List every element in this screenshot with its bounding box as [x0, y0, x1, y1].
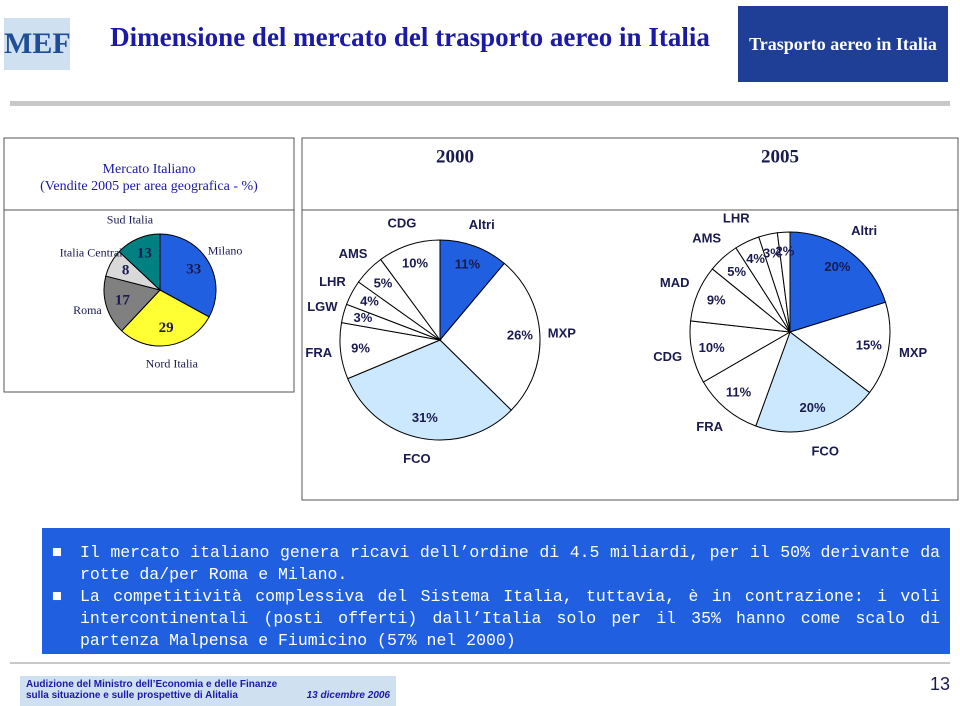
category-label: Nord Italia — [146, 356, 199, 370]
pie-slice — [159, 233, 217, 318]
divider — [10, 101, 950, 106]
data-label: 9% — [351, 340, 370, 355]
data-label: 11% — [726, 385, 752, 400]
logo: MEF — [4, 18, 71, 70]
data-label: 20% — [800, 400, 826, 415]
data-label: 8 — [122, 263, 130, 279]
pie-slice — [103, 275, 161, 332]
data-label: 3% — [353, 310, 372, 325]
data-label: 10% — [699, 340, 725, 355]
data-label: 3% — [763, 245, 782, 260]
chart-subtitle: (Vendite 2005 per area geografica - %) — [40, 179, 258, 194]
category-label: CDG — [653, 349, 682, 364]
category-label: FCO — [811, 443, 838, 458]
footer-line: Audizione del Ministro dell’Economia e d… — [26, 679, 278, 690]
pie-slice — [755, 331, 871, 433]
charts: Mercato Italiano (Vendite 2005 per area g… — [3, 137, 959, 501]
bullet-text: La competitività complessiva del Sistema… — [80, 587, 940, 650]
data-label: 4% — [360, 294, 379, 309]
data-label: 9% — [707, 293, 726, 308]
data-label: 29 — [159, 320, 174, 336]
pie-slice — [439, 262, 541, 411]
chart-title: 2000 — [436, 146, 474, 167]
pie-slice — [347, 339, 512, 441]
category-label: Sud Italia — [107, 212, 154, 226]
data-label: 10% — [402, 255, 428, 270]
slide-title: Dimensione del mercato del trasporto aer… — [110, 22, 710, 52]
category-label: LHR — [723, 211, 750, 226]
data-label: 15% — [856, 337, 882, 352]
footer-row: sulla situazione e sulle prospettive di … — [26, 690, 390, 701]
footer-line: sulla situazione e sulle prospettive di … — [26, 690, 238, 701]
data-label: 5% — [374, 275, 393, 290]
category-label: CDG — [387, 216, 416, 231]
category-label: AMS — [692, 230, 721, 245]
data-label: 31% — [412, 410, 438, 425]
section-box: Trasporto aereo in Italia — [738, 6, 948, 82]
category-label: Altri — [851, 223, 877, 238]
data-label: 33 — [186, 261, 201, 277]
category-label: Roma — [73, 303, 102, 317]
footer-date: 13 dicembre 2006 — [306, 690, 390, 701]
category-label: MXP — [548, 326, 577, 341]
chart-title: 2005 — [761, 146, 799, 167]
category-label: Altri — [469, 217, 495, 232]
pie-slice — [788, 301, 891, 394]
pie-slice — [120, 289, 210, 347]
pie-slice — [789, 231, 887, 333]
category-label: FCO — [403, 451, 430, 466]
category-label: FRA — [305, 345, 332, 360]
data-label: 11% — [455, 256, 481, 271]
category-label: AMS — [339, 246, 368, 261]
pie-slice — [439, 239, 505, 342]
pie-slice — [776, 231, 791, 333]
category-label: LHR — [319, 274, 346, 289]
data-label: 4% — [746, 251, 765, 266]
divider — [10, 662, 950, 664]
pie-slice — [118, 233, 161, 292]
bullet: ■ Il mercato italiano genera ricavi dell’… — [52, 543, 940, 584]
pie-slice — [702, 330, 791, 427]
data-label: 17 — [115, 292, 131, 308]
chart-title: Mercato Italiano — [103, 162, 196, 177]
data-label: 5% — [727, 264, 746, 279]
data-label: 13 — [137, 245, 152, 261]
category-label: FRA — [696, 419, 723, 434]
category-label: Italia Centrale — [60, 245, 128, 259]
category-label: LGW — [307, 299, 338, 314]
category-label: MAD — [660, 275, 690, 290]
bullet: ■ La competitività complessiva del Sistem… — [52, 587, 940, 650]
section-label: Trasporto aereo in Italia — [749, 33, 937, 54]
page-number: 13 — [929, 674, 950, 694]
bullet-box: ■ Il mercato italiano genera ricavi dell’… — [42, 528, 950, 654]
category-label: MXP — [899, 345, 928, 360]
pie-slice — [380, 239, 441, 342]
data-label: 2% — [776, 244, 795, 259]
footer-box: Audizione del Ministro dell’Economia e d… — [20, 676, 396, 706]
data-label: 26% — [507, 328, 533, 343]
bullet-text: Il mercato italiano genera ricavi dell’o… — [80, 543, 940, 584]
category-label: Milano — [208, 243, 243, 257]
data-label: 20% — [824, 259, 850, 274]
